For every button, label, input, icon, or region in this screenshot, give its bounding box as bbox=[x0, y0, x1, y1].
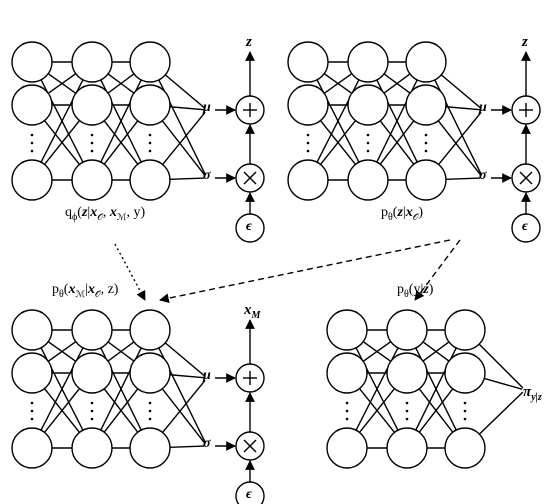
label: σ bbox=[479, 168, 487, 184]
label: μ bbox=[203, 100, 211, 116]
label: ϵ bbox=[246, 219, 252, 235]
label: ϵ bbox=[522, 219, 528, 235]
label: μ bbox=[479, 100, 487, 116]
label: μ bbox=[203, 368, 211, 384]
label: σ bbox=[203, 168, 211, 184]
diagram-canvas bbox=[0, 0, 556, 504]
label: ϵ bbox=[246, 487, 252, 503]
label: xM bbox=[244, 302, 260, 321]
label: πy|z bbox=[523, 384, 542, 403]
label: σ bbox=[203, 436, 211, 452]
label: z bbox=[522, 34, 528, 51]
label: pθ(z|x𝒪) bbox=[381, 205, 423, 223]
layer-edges bbox=[41, 62, 523, 448]
label: pθ(y|z) bbox=[397, 282, 433, 300]
label: qϕ(z|x𝒪, xℳ, y) bbox=[65, 205, 145, 223]
label: pθ(xℳ|x𝒪, z) bbox=[52, 282, 118, 300]
label: z bbox=[246, 34, 252, 51]
